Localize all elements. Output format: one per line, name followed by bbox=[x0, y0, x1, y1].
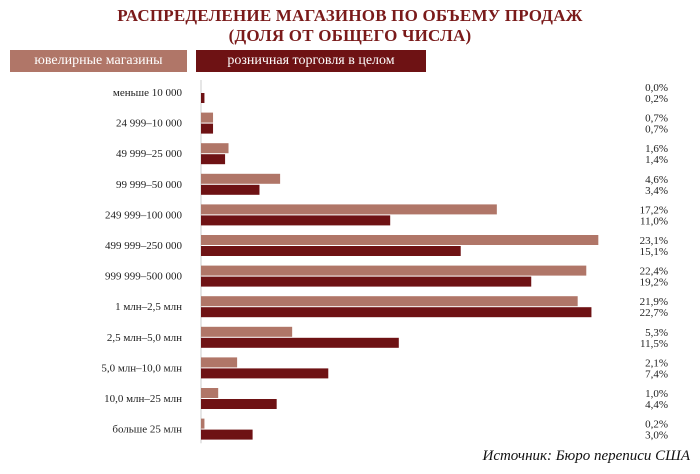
value-label-retail: 11,5% bbox=[640, 338, 668, 350]
bar-retail bbox=[201, 184, 260, 195]
category-label: 49 999–25 000 bbox=[116, 148, 183, 160]
legend-jewelry-stores: ювелирные магазины bbox=[10, 50, 187, 72]
bar-retail bbox=[201, 93, 205, 103]
value-label-jewelry: 22,4% bbox=[640, 266, 668, 278]
bar-jewelry bbox=[201, 143, 229, 154]
category-label: 999 999–500 000 bbox=[105, 271, 183, 283]
value-label-jewelry: 2,1% bbox=[645, 357, 668, 369]
value-label-retail: 3,4% bbox=[645, 185, 668, 197]
chart-title-line1: РАСПРЕДЕЛЕНИЕ МАГАЗИНОВ ПО ОБЪЕМУ ПРОДАЖ bbox=[117, 6, 583, 25]
bar-retail bbox=[201, 399, 277, 409]
bar-retail bbox=[201, 246, 461, 256]
value-label-retail: 3,0% bbox=[645, 430, 668, 442]
category-label: 99 999–50 000 bbox=[116, 179, 183, 191]
value-label-retail: 15,1% bbox=[640, 246, 668, 258]
bar-retail bbox=[201, 368, 329, 379]
category-label: 499 999–250 000 bbox=[105, 240, 183, 252]
value-label-jewelry: 5,3% bbox=[645, 327, 668, 339]
category-label: меньше 10 000 bbox=[113, 87, 183, 99]
category-label: больше 25 млн bbox=[112, 424, 182, 436]
bar-retail bbox=[201, 429, 253, 440]
bar-jewelry bbox=[201, 326, 293, 337]
bar-jewelry bbox=[201, 235, 599, 245]
bar-jewelry bbox=[201, 388, 219, 398]
legend-retail-total: розничная торговля в целом bbox=[196, 50, 426, 72]
value-label-jewelry: 0,2% bbox=[645, 419, 668, 431]
bar-jewelry bbox=[201, 173, 281, 184]
bar-retail bbox=[201, 215, 391, 226]
bar-retail bbox=[201, 154, 226, 165]
bar-jewelry bbox=[201, 265, 587, 276]
value-label-retail: 11,0% bbox=[640, 215, 668, 227]
category-label: 1 млн–2,5 млн bbox=[115, 301, 182, 313]
value-label-jewelry: 0,0% bbox=[645, 82, 668, 94]
value-label-retail: 1,4% bbox=[645, 154, 668, 166]
value-label-jewelry: 23,1% bbox=[640, 235, 668, 247]
bar-jewelry bbox=[201, 112, 214, 123]
bar-retail bbox=[201, 337, 399, 348]
bar-jewelry bbox=[201, 204, 497, 215]
bar-jewelry bbox=[201, 357, 238, 368]
category-label: 2,5 млн–5,0 млн bbox=[107, 332, 182, 344]
value-label-jewelry: 4,6% bbox=[645, 174, 668, 186]
value-label-jewelry: 21,9% bbox=[640, 296, 668, 308]
value-label-retail: 19,2% bbox=[640, 277, 668, 289]
bar-jewelry bbox=[201, 296, 578, 307]
value-label-jewelry: 1,0% bbox=[645, 388, 668, 400]
category-label: 249 999–100 000 bbox=[105, 209, 183, 221]
value-label-retail: 22,7% bbox=[640, 307, 668, 319]
value-label-jewelry: 17,2% bbox=[640, 204, 668, 216]
bar-retail bbox=[201, 276, 532, 287]
bar-retail bbox=[201, 123, 214, 134]
value-label-jewelry: 1,6% bbox=[645, 143, 668, 155]
chart-title-line2: (ДОЛЯ ОТ ОБЩЕГО ЧИСЛА) bbox=[228, 26, 472, 45]
bar-jewelry bbox=[201, 418, 205, 429]
category-label: 10,0 млн–25 млн bbox=[104, 393, 182, 405]
value-label-retail: 7,4% bbox=[645, 368, 668, 380]
value-label-retail: 4,4% bbox=[645, 399, 668, 411]
category-label: 24 999–10 000 bbox=[116, 118, 183, 130]
value-label-retail: 0,7% bbox=[645, 124, 668, 136]
source-note: Источник: Бюро переписи США bbox=[482, 448, 690, 464]
category-label: 5,0 млн–10,0 млн bbox=[101, 362, 182, 374]
value-label-retail: 0,2% bbox=[645, 93, 668, 105]
value-label-jewelry: 0,7% bbox=[645, 113, 668, 125]
bar-retail bbox=[201, 307, 592, 318]
